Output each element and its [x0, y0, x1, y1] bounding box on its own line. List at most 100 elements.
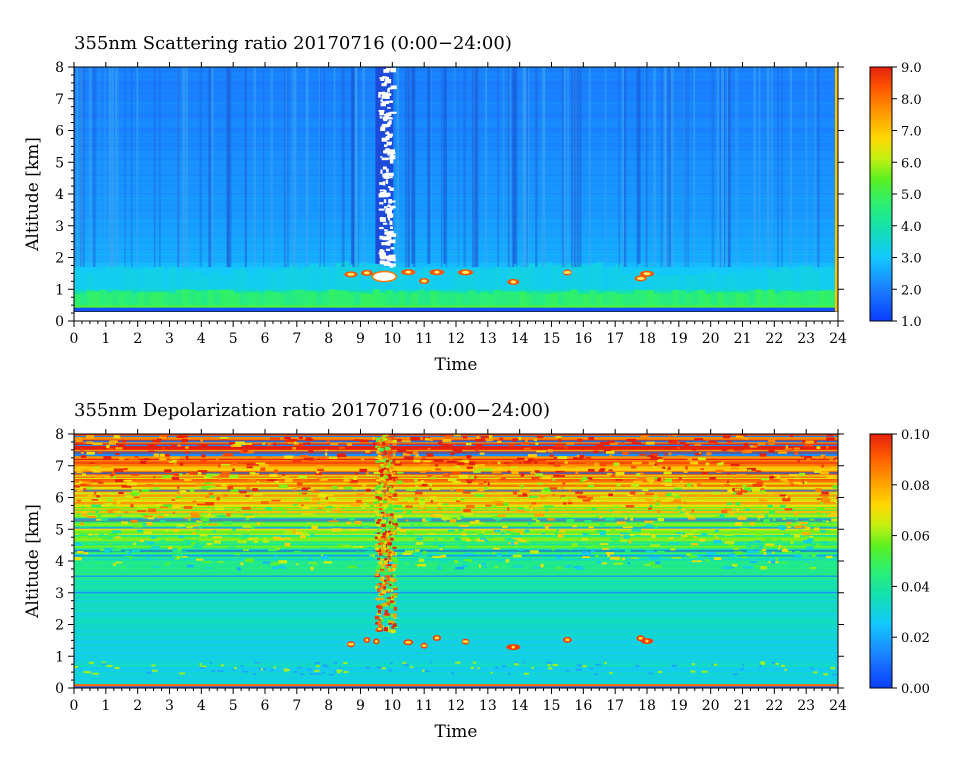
speckle: [596, 561, 602, 564]
speckle: [458, 498, 465, 501]
depolarization-band: [74, 587, 838, 590]
speckle: [784, 508, 793, 511]
speckle: [805, 440, 814, 444]
speckle: [822, 519, 826, 522]
speckle: [214, 507, 224, 511]
time-streak: [397, 67, 400, 268]
speckle: [262, 561, 272, 564]
near-surface-speckle: [775, 662, 779, 665]
speckle: [749, 550, 760, 553]
speckle: [113, 475, 116, 479]
near-surface-speckle: [240, 665, 244, 668]
speckle: [104, 475, 111, 479]
dark-streak: [411, 67, 415, 264]
cloud-cell: [380, 566, 385, 570]
aerosol-layer-cell: [93, 291, 100, 306]
speckle: [747, 467, 757, 471]
depolarization-band: [74, 671, 838, 674]
time-streak: [199, 67, 203, 268]
cloud-cell: [382, 581, 387, 584]
speckle: [468, 513, 473, 516]
cloud-cell: [392, 531, 396, 535]
depolarization-band: [74, 446, 838, 449]
speckle: [683, 471, 688, 473]
speckle: [311, 525, 318, 529]
cloud-cell: [384, 469, 388, 472]
time-streak: [515, 67, 518, 268]
speckle: [483, 566, 487, 569]
scattering-band: [74, 205, 838, 208]
boundary-layer-cell: [226, 276, 234, 290]
speckle: [219, 473, 230, 477]
speckle: [770, 560, 776, 564]
cloud-cell: [387, 542, 392, 546]
speckle: [301, 477, 304, 481]
speckle: [399, 529, 406, 533]
aerosol-layer-cell: [723, 292, 731, 306]
x-tick-label: 21: [734, 698, 752, 714]
speckle: [312, 497, 321, 501]
cloud-cell: [388, 149, 396, 153]
speckle: [473, 475, 477, 479]
speckle: [171, 476, 180, 480]
speckle: [327, 524, 335, 527]
y-tick-label: 2: [55, 618, 64, 634]
speckle: [97, 462, 102, 464]
speckle: [311, 490, 321, 493]
cloud-cell: [374, 536, 378, 540]
speckle: [532, 518, 538, 521]
speckle: [680, 480, 684, 484]
speckle: [638, 472, 644, 476]
speckle: [705, 559, 710, 562]
speckle: [705, 439, 710, 441]
depolarization-band: [74, 606, 838, 609]
depolarization-band: [74, 581, 838, 584]
speckle: [650, 544, 660, 547]
speckle: [778, 525, 786, 528]
time-streak: [770, 67, 773, 268]
speckle: [305, 438, 314, 442]
speckle: [687, 458, 693, 462]
speckle: [97, 481, 104, 484]
boundary-layer-cell: [296, 268, 304, 290]
scattering-band: [74, 81, 838, 84]
speckle: [678, 506, 681, 509]
speckle: [294, 444, 305, 447]
scattering-band: [74, 79, 838, 82]
cloud-cell: [384, 557, 388, 561]
speckle: [394, 462, 402, 466]
aerosol-layer-cell: [640, 290, 648, 306]
speckle: [691, 543, 699, 546]
cloud-cell: [389, 263, 396, 267]
cloud-cell: [385, 95, 390, 100]
time-streak: [663, 67, 667, 268]
cloud-cell: [378, 552, 383, 556]
speckle: [521, 489, 530, 494]
speckle: [192, 532, 197, 535]
speckle: [541, 489, 551, 494]
time-streak: [283, 67, 286, 268]
speckle: [89, 462, 95, 464]
x-tick-label: 8: [324, 331, 333, 347]
speckle: [829, 524, 834, 527]
speckle: [393, 527, 401, 531]
speckle: [172, 548, 178, 552]
depolarization-band: [74, 618, 838, 621]
near-surface-speckle: [547, 664, 551, 667]
colorbar-tick-label: 8.0: [901, 93, 922, 108]
speckle: [93, 466, 100, 469]
speckle: [816, 512, 821, 516]
speckle: [582, 476, 589, 480]
speckle: [610, 473, 616, 477]
speckle: [330, 443, 339, 446]
scattering-band: [74, 213, 838, 216]
time-streak: [98, 67, 100, 268]
speckle: [365, 451, 372, 454]
near-surface-speckle: [88, 661, 94, 664]
aerosol-layer-cell: [475, 293, 482, 306]
below-range: [74, 311, 838, 321]
speckle: [165, 565, 173, 568]
cloud-cell: [389, 111, 397, 114]
speckle: [686, 553, 691, 556]
aerosol-layer-cell: [462, 293, 470, 306]
